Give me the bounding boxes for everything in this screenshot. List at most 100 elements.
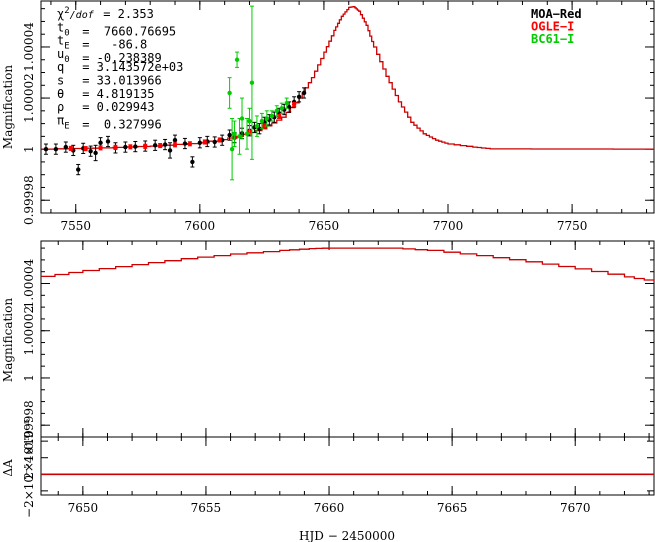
residual-x-tick-label: 7670 [560,501,591,515]
residual-y-axis-title: ΔA [1,459,15,477]
data-point [274,108,279,114]
series-BC61−I [227,5,289,181]
data-point [234,57,240,62]
middle-model-curve [41,247,655,282]
x-axis-title: HJD − 2450000 [299,529,395,542]
residual-x-tick-label: 7655 [191,501,222,515]
data-point [143,144,148,149]
param-row: q = 3.143572e+03 [57,60,183,74]
param-sup: 2 [64,6,69,16]
data-point [279,106,284,111]
param-value: = 4.819135 [75,87,154,101]
data-point [229,146,235,152]
data-point [182,141,188,146]
param-row: tE = -86.8 [57,34,147,52]
data-point [254,123,260,129]
residual-y-tick-label: 2×10⁻⁵ [22,435,36,479]
param-value: = 0.029943 [75,100,154,114]
param-row: t0 = 7660.76695 [57,20,176,38]
param-row: χ2/dof = 2.353 [57,6,154,21]
param-value: = 7660.76695 [75,24,176,38]
legend-entry: BC61−I [531,32,574,46]
data-point [259,118,265,124]
residual-panel-frame [40,436,655,496]
param-sub: 0 [64,55,69,65]
data-point [249,80,255,85]
middle-y-tick-label: 1.00002 [22,306,36,356]
data-point [187,141,193,146]
data-point [197,140,203,145]
top-x-tick-label: 7700 [433,219,464,233]
top-x-tick-label: 7750 [557,219,588,233]
data-point [247,118,252,124]
param-value: = 2.353 [96,7,154,21]
data-point [239,116,245,121]
data-point [128,144,133,150]
top-y-tick-label: 1 [22,145,36,153]
data-point [93,150,98,156]
data-point [123,144,128,150]
data-point [212,139,217,145]
data-point [113,145,118,150]
data-point [284,100,289,106]
top-x-tick-label: 7550 [60,219,91,233]
data-point [68,146,73,151]
middle-x-ticks [57,241,650,437]
legend-entry: OGLE−I [531,20,574,34]
data-point [190,159,195,165]
middle-y-tick-label: 1.00004 [22,258,36,308]
residual-x-tick-label: 7665 [437,501,468,515]
data-point [152,143,158,148]
data-point [98,140,103,145]
param-sub: 0 [64,28,69,38]
data-point [244,131,250,137]
data-point [157,143,163,148]
data-point [202,139,207,145]
top-panel-frame [40,0,655,214]
param-sub: E [64,42,69,52]
middle-y-tick-label: 1 [22,374,36,382]
data-point [98,145,103,151]
param-value: = 0.327996 [75,117,162,131]
series-MOA−Red [43,87,307,176]
param-row: s = 33.013966 [57,74,162,88]
data-point [76,167,81,172]
data-point [88,148,93,154]
top-x-tick-label: 7600 [185,219,216,233]
param-row: u0 = -0.238389 [57,47,162,65]
legend-entry: MOA−Red [531,7,582,21]
data-point [43,146,49,152]
data-point [296,94,302,99]
data-point [264,116,270,121]
param-row: πE = 0.327996 [57,113,162,131]
data-point [53,146,59,152]
top-model-curve [41,5,654,150]
data-point [167,148,173,153]
data-point [227,90,232,96]
data-point [269,113,275,119]
residual-x-tick-label: 7650 [68,501,99,515]
residual-y-ticks: −2×10⁻⁵2×10⁻⁵4×10⁻⁵ [22,419,654,518]
param-sub: E [64,121,69,131]
data-point [105,139,111,144]
param-row: θ = 4.819135 [57,87,154,101]
param-dof: /dof [70,10,95,21]
data-point [217,137,222,143]
top-x-ticks: 7550 7600 7650 7700 7750 [50,1,648,233]
top-x-tick-label: 7650 [309,219,340,233]
middle-panel-frame [40,240,655,438]
data-point [83,146,88,151]
residual-y-tick-label: 4×10⁻⁵ [22,419,36,463]
middle-y-tick-label: 0.99998 [22,400,36,450]
middle-y-axis-title: Magnification [1,298,15,382]
param-value: = 3.143572e+03 [75,60,183,74]
data-point [301,90,307,96]
residual-x-ticks: 7650 7655 7660 7665 7670 [57,437,650,515]
top-y-tick-label: 1.00004 [22,22,36,72]
param-value: = -86.8 [75,38,147,52]
